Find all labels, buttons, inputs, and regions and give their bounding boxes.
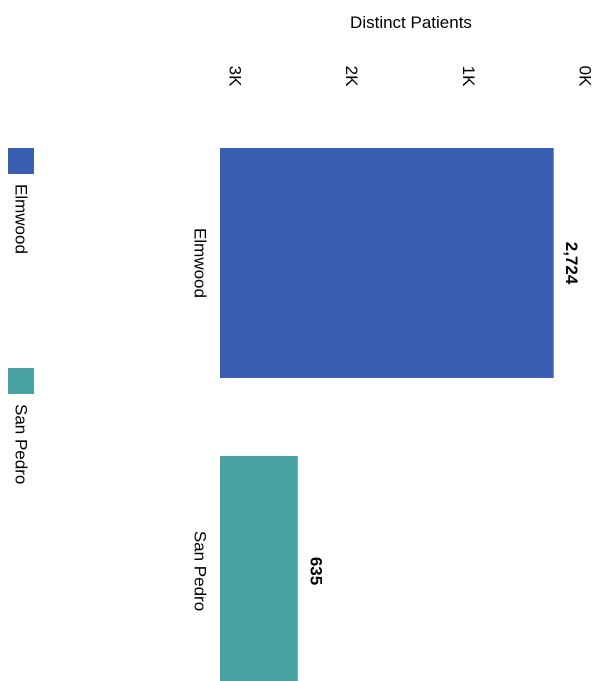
legend-swatch	[8, 148, 34, 174]
bars: Elmwood 2,724 San Pedro 635	[191, 148, 581, 681]
x-tick-label: 0K	[576, 66, 595, 87]
x-tick-label: 2K	[342, 66, 361, 87]
bar-san-pedro	[220, 456, 298, 681]
legend-swatch	[8, 368, 34, 394]
legend-label: San Pedro	[12, 404, 31, 484]
x-tick-label: 1K	[459, 66, 478, 87]
bar-elmwood	[220, 148, 554, 378]
category-label: San Pedro	[191, 531, 210, 611]
category-label: Elmwood	[191, 228, 210, 298]
x-axis-ticks: 0K 1K 2K 3K	[225, 66, 594, 87]
legend-label: Elmwood	[12, 184, 31, 254]
data-label: 635	[306, 557, 325, 585]
x-tick-label: 3K	[225, 66, 244, 87]
data-label: 2,724	[562, 242, 581, 285]
legend: Elmwood San Pedro	[8, 148, 34, 484]
x-axis-title: Distinct Patients	[350, 13, 472, 32]
